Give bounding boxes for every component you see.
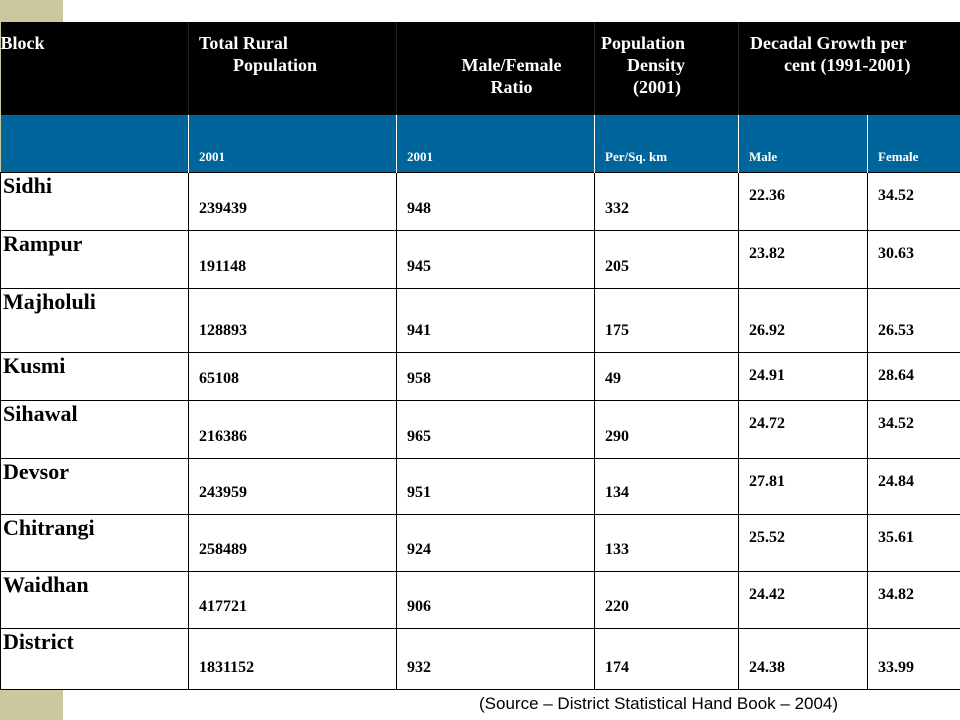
male-growth-cell: 24.72 xyxy=(738,399,868,459)
female-growth-cell: 35.61 xyxy=(867,513,960,572)
subheader-population-year: 2001 xyxy=(188,115,397,172)
table-row: Sihawal 216386 965 290 24.72 34.52 xyxy=(0,399,960,459)
population-cell: 258489 xyxy=(188,513,397,572)
population-cell: 216386 xyxy=(188,399,397,459)
male-growth-cell: 24.91 xyxy=(738,351,868,401)
female-growth-cell: 34.52 xyxy=(867,171,960,231)
population-cell: 1831152 xyxy=(188,627,397,690)
table-row: Kusmi 65108 958 49 24.91 28.64 xyxy=(0,351,960,401)
female-growth-cell: 24.84 xyxy=(867,457,960,515)
ratio-cell: 906 xyxy=(396,570,595,629)
header-male-female-ratio: Male/Female Ratio xyxy=(396,22,595,115)
population-cell: 417721 xyxy=(188,570,397,629)
male-growth-cell: 27.81 xyxy=(738,457,868,515)
ratio-cell: 951 xyxy=(396,457,595,515)
subheader-female: Female xyxy=(867,115,960,172)
density-cell: 49 xyxy=(594,351,739,401)
ratio-cell: 932 xyxy=(396,627,595,690)
block-name: Sihawal xyxy=(0,399,189,459)
subheader-density-unit: Per/Sq. km xyxy=(594,115,739,172)
block-name: Waidhan xyxy=(0,570,189,629)
subheader-ratio-year: 2001 xyxy=(396,115,595,172)
subheader-row: 2001 2001 Per/Sq. km Male Female xyxy=(0,115,960,172)
header-population-density: Population Density (2001) xyxy=(594,22,739,115)
table-row: Sidhi 239439 948 332 22.36 34.52 xyxy=(0,171,960,231)
female-growth-cell: 26.53 xyxy=(867,287,960,353)
density-cell: 332 xyxy=(594,171,739,231)
density-cell: 134 xyxy=(594,457,739,515)
male-growth-cell: 22.36 xyxy=(738,171,868,231)
header-total-rural-population: Total Rural Population xyxy=(188,22,397,115)
header-row: Block Total Rural Population Male/Female… xyxy=(0,22,960,115)
population-cell: 191148 xyxy=(188,229,397,289)
block-name: Chitrangi xyxy=(0,513,189,572)
population-table: Block Total Rural Population Male/Female… xyxy=(0,22,960,690)
male-growth-cell: 24.42 xyxy=(738,570,868,629)
ratio-cell: 958 xyxy=(396,351,595,401)
density-cell: 205 xyxy=(594,229,739,289)
subheader-block-empty xyxy=(0,115,189,172)
table-row: Waidhan 417721 906 220 24.42 34.82 xyxy=(0,570,960,629)
ratio-cell: 948 xyxy=(396,171,595,231)
table-row: Majholuli 128893 941 175 26.92 26.53 xyxy=(0,287,960,353)
block-name: Majholuli xyxy=(0,287,189,353)
block-name: Sidhi xyxy=(0,171,189,231)
header-decadal-growth: Decadal Growth per cent (1991-2001) xyxy=(738,22,960,115)
density-cell: 174 xyxy=(594,627,739,690)
table-row: Rampur 191148 945 205 23.82 30.63 xyxy=(0,229,960,289)
female-growth-cell: 30.63 xyxy=(867,229,960,289)
table-row: District 1831152 932 174 24.38 33.99 xyxy=(0,627,960,690)
block-name: Devsor xyxy=(0,457,189,515)
female-growth-cell: 34.82 xyxy=(867,570,960,629)
population-cell: 65108 xyxy=(188,351,397,401)
source-note: (Source – District Statistical Hand Book… xyxy=(479,694,839,713)
table-body: 2001 2001 Per/Sq. km Male Female Sidhi 23… xyxy=(0,115,960,690)
ratio-cell: 965 xyxy=(396,399,595,459)
ratio-cell: 941 xyxy=(396,287,595,353)
block-name: Kusmi xyxy=(0,351,189,401)
density-cell: 290 xyxy=(594,399,739,459)
ratio-cell: 924 xyxy=(396,513,595,572)
male-growth-cell: 25.52 xyxy=(738,513,868,572)
header-block: Block xyxy=(0,22,189,115)
block-name: Rampur xyxy=(0,229,189,289)
female-growth-cell: 33.99 xyxy=(867,627,960,690)
population-cell: 243959 xyxy=(188,457,397,515)
population-cell: 128893 xyxy=(188,287,397,353)
population-cell: 239439 xyxy=(188,171,397,231)
density-cell: 220 xyxy=(594,570,739,629)
ratio-cell: 945 xyxy=(396,229,595,289)
female-growth-cell: 28.64 xyxy=(867,351,960,401)
female-growth-cell: 34.52 xyxy=(867,399,960,459)
male-growth-cell: 24.38 xyxy=(738,627,868,690)
table-row: Chitrangi 258489 924 133 25.52 35.61 xyxy=(0,513,960,572)
subheader-male: Male xyxy=(738,115,868,172)
male-growth-cell: 23.82 xyxy=(738,229,868,289)
table-row: Devsor 243959 951 134 27.81 24.84 xyxy=(0,457,960,515)
density-cell: 175 xyxy=(594,287,739,353)
male-growth-cell: 26.92 xyxy=(738,287,868,353)
block-name: District xyxy=(0,627,189,690)
density-cell: 133 xyxy=(594,513,739,572)
